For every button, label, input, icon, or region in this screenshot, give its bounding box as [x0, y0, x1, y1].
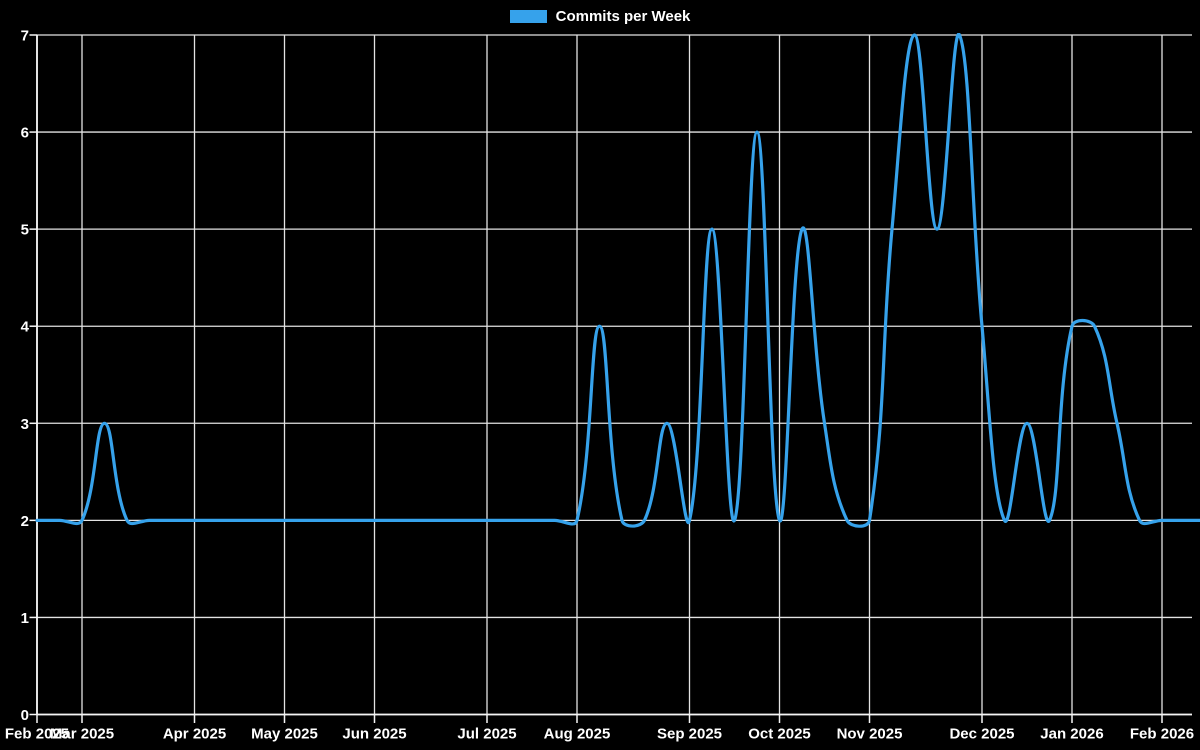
y-tick-label: 4 [21, 319, 30, 336]
x-tick-label: Dec 2025 [949, 726, 1014, 743]
data-series [35, 33, 1200, 528]
y-axis-labels: 0 1 2 3 4 5 6 7 [21, 28, 30, 725]
x-tick-label: Jun 2025 [342, 726, 406, 743]
x-tick-label: Feb 2025 [5, 726, 69, 743]
y-tick-label: 1 [21, 610, 29, 627]
x-tick-label: Nov 2025 [837, 726, 903, 743]
x-tick-label: Jan 2026 [1040, 726, 1103, 743]
y-tick-label: 2 [21, 513, 29, 530]
x-tick-label: Jul 2025 [457, 726, 516, 743]
y-tick-label: 0 [21, 707, 29, 724]
legend-swatch-icon [509, 10, 547, 23]
commits-line [35, 33, 1200, 528]
y-tick-label: 3 [21, 416, 29, 433]
y-tick-label: 6 [21, 125, 29, 142]
x-tick-label: Feb 2026 [1130, 726, 1194, 743]
y-tick-label: 7 [21, 28, 29, 45]
x-tick-label: Mar 2025 [50, 726, 114, 743]
x-tick-label: Apr 2025 [163, 726, 226, 743]
axis-lines [36, 35, 1192, 716]
y-tick-label: 5 [21, 222, 29, 239]
legend[interactable]: Commits per Week [0, 9, 1200, 24]
legend-label: Commits per Week [555, 8, 691, 25]
grid-lines [36, 34, 1192, 716]
x-tick-label: Sep 2025 [657, 726, 722, 743]
tick-marks [29, 34, 1163, 723]
x-tick-label: May 2025 [251, 726, 318, 743]
x-tick-label: Aug 2025 [544, 726, 611, 743]
x-tick-label: Oct 2025 [748, 726, 811, 743]
